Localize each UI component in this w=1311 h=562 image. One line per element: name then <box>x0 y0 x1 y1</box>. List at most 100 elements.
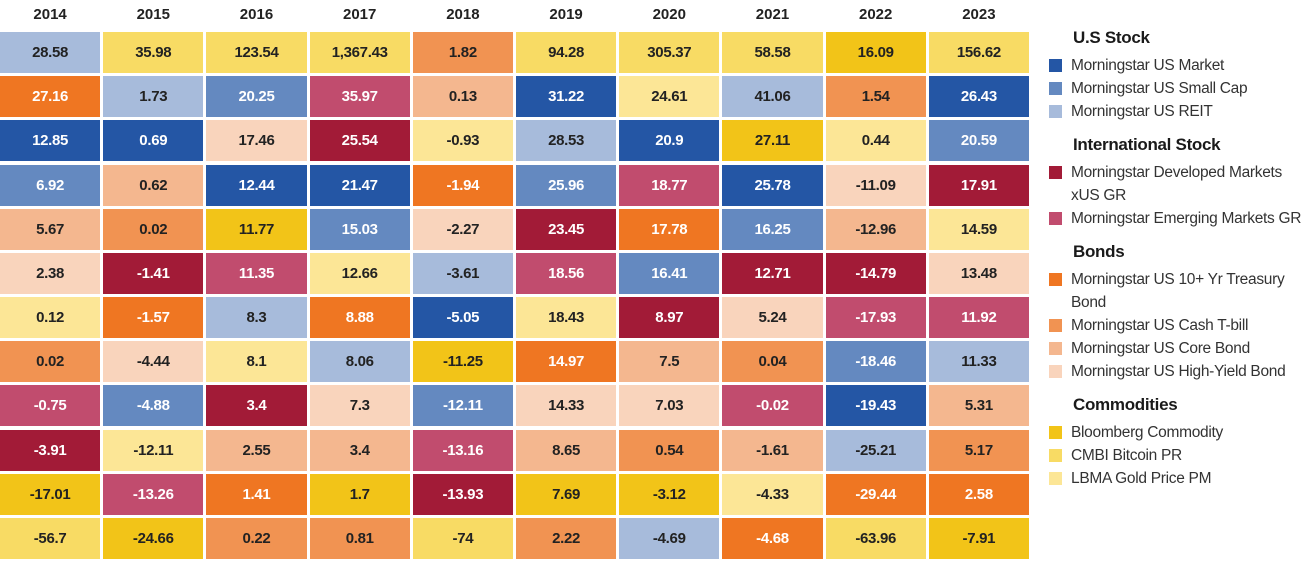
return-cell: 20.9 <box>619 120 720 162</box>
legend-item: CMBI Bitcoin PR <box>1049 444 1311 467</box>
legend-label: Morningstar Emerging Markets GR <box>1071 210 1302 227</box>
return-cell: -19.43 <box>825 385 926 427</box>
return-cell: 15.03 <box>309 208 410 250</box>
legend-label: CMBI Bitcoin PR <box>1071 447 1182 464</box>
return-cell: 0.69 <box>103 120 204 162</box>
legend-group-title: International Stock <box>1073 135 1221 154</box>
legend-group-title: U.S Stock <box>1073 28 1150 47</box>
return-cell: -14.79 <box>825 252 926 294</box>
return-cell: -25.21 <box>825 429 926 471</box>
return-cell: 1.73 <box>103 76 204 118</box>
return-cell: -7.91 <box>928 517 1029 559</box>
return-cell: 14.33 <box>516 385 617 427</box>
return-cell: -4.44 <box>103 341 204 383</box>
return-cell: 28.58 <box>0 32 101 74</box>
return-cell: 0.44 <box>825 120 926 162</box>
year-header: 2020 <box>652 6 686 23</box>
legend-item: Morningstar US Small Cap <box>1049 77 1311 100</box>
return-cell: -4.68 <box>722 517 823 559</box>
return-cell: -11.09 <box>825 164 926 206</box>
legend-swatch <box>1049 212 1062 225</box>
return-cell: 16.25 <box>722 208 823 250</box>
return-cell: 0.81 <box>309 517 410 559</box>
legend-label: Morningstar Developed Markets xUS GR <box>1071 164 1282 204</box>
return-cell: 26.43 <box>928 76 1029 118</box>
legend-swatch <box>1049 82 1062 95</box>
return-cell: 7.03 <box>619 385 720 427</box>
return-cell: 0.02 <box>0 341 101 383</box>
year-header: 2018 <box>446 6 480 23</box>
return-cell: 58.58 <box>722 32 823 74</box>
return-cell: 0.02 <box>103 208 204 250</box>
return-cell: 27.11 <box>722 120 823 162</box>
legend-label: Morningstar US Cash T-bill <box>1071 317 1249 334</box>
legend-swatch <box>1049 59 1062 72</box>
return-cell: 5.24 <box>722 297 823 339</box>
legend-swatch <box>1049 319 1062 332</box>
return-cell: 16.41 <box>619 252 720 294</box>
return-cell: 1.41 <box>206 473 307 515</box>
return-cell: 21.47 <box>309 164 410 206</box>
return-cell: 25.54 <box>309 120 410 162</box>
year-header: 2021 <box>755 6 790 23</box>
legend-label: Morningstar US REIT <box>1071 103 1213 120</box>
return-cell: 12.44 <box>206 164 307 206</box>
legend-item: LBMA Gold Price PM <box>1049 467 1311 490</box>
return-cell: 0.04 <box>722 341 823 383</box>
year-header: 2014 <box>33 6 67 23</box>
legend-item: Morningstar Developed Markets xUS GR <box>1049 161 1311 207</box>
return-cell: -3.12 <box>619 473 720 515</box>
return-cell: 12.71 <box>722 252 823 294</box>
return-cell: -0.93 <box>412 120 513 162</box>
legend-label: Morningstar US Market <box>1071 57 1225 74</box>
returns-grid: 2014 2015 2016 2017 2018 2019 2020 2021 2022 2023… <box>0 6 1029 559</box>
return-cell: 2.38 <box>0 252 101 294</box>
year-header: 2023 <box>962 6 996 23</box>
return-cell: -3.91 <box>0 429 101 471</box>
legend-item: Morningstar US Core Bond <box>1049 337 1311 360</box>
return-cell: 1.7 <box>309 473 410 515</box>
return-cell: 11.92 <box>928 297 1029 339</box>
return-cell: 12.66 <box>309 252 410 294</box>
legend-swatch <box>1049 449 1062 462</box>
return-cell: -0.02 <box>722 385 823 427</box>
return-cell: 20.59 <box>928 120 1029 162</box>
return-cell: 18.43 <box>516 297 617 339</box>
return-cell: 8.1 <box>206 341 307 383</box>
legend-swatch <box>1049 365 1062 378</box>
return-cell: -56.7 <box>0 517 101 559</box>
legend-item: Bloomberg Commodity <box>1049 421 1311 444</box>
legend-item: Morningstar US Market <box>1049 54 1311 77</box>
legend-label: Morningstar US 10+ Yr Treasury Bond <box>1071 271 1285 311</box>
legend-label: Morningstar US High-Yield Bond <box>1071 363 1286 380</box>
return-cell: 12.85 <box>0 120 101 162</box>
return-cell: 2.22 <box>516 517 617 559</box>
return-cell: -18.46 <box>825 341 926 383</box>
return-cell: 20.25 <box>206 76 307 118</box>
return-cell: 11.77 <box>206 208 307 250</box>
return-cell: 8.65 <box>516 429 617 471</box>
return-cell: 35.97 <box>309 76 410 118</box>
return-cell: -63.96 <box>825 517 926 559</box>
year-header: 2015 <box>136 6 170 23</box>
legend-swatch <box>1049 166 1062 179</box>
return-cell: 13.48 <box>928 252 1029 294</box>
return-cell: 23.45 <box>516 208 617 250</box>
return-cell: 14.97 <box>516 341 617 383</box>
return-cell: 3.4 <box>309 429 410 471</box>
return-cell: -12.11 <box>412 385 513 427</box>
year-header: 2019 <box>549 6 583 23</box>
return-cell: -4.69 <box>619 517 720 559</box>
return-cell: 0.62 <box>103 164 204 206</box>
legend-group: Bonds Morningstar US 10+ Yr Treasury Bond… <box>1049 242 1311 383</box>
return-cell: 28.53 <box>516 120 617 162</box>
return-cell: 8.97 <box>619 297 720 339</box>
return-cell: -12.96 <box>825 208 926 250</box>
legend-item: Morningstar Emerging Markets GR <box>1049 207 1311 230</box>
return-cell: 18.77 <box>619 164 720 206</box>
legend-label: Morningstar US Core Bond <box>1071 340 1250 357</box>
return-cell: 18.56 <box>516 252 617 294</box>
return-cell: -1.94 <box>412 164 513 206</box>
legend-swatch <box>1049 105 1062 118</box>
return-cell: 25.96 <box>516 164 617 206</box>
